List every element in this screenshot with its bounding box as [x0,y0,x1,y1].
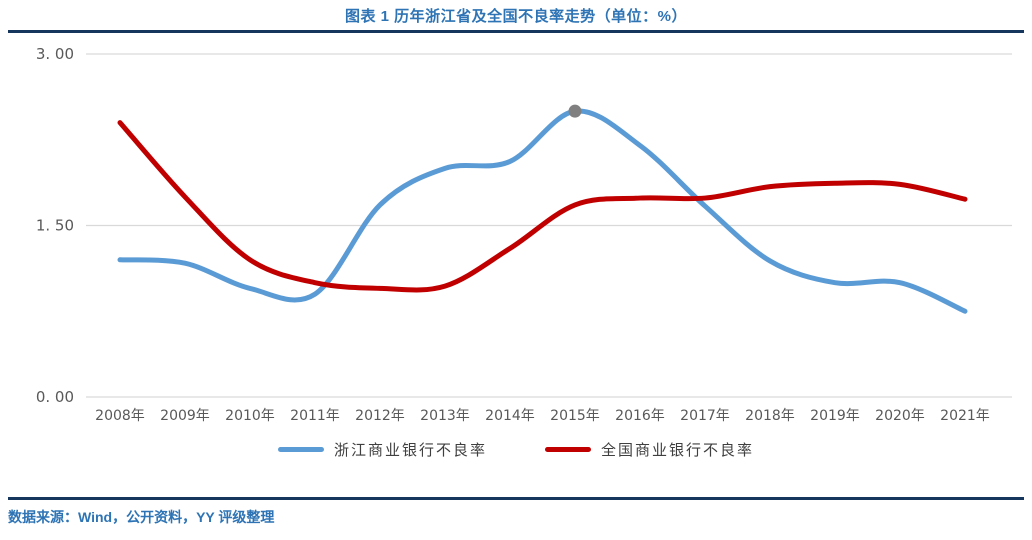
chart-title: 图表 1 历年浙江省及全国不良率走势（单位：%） [344,8,688,25]
x-tick-label: 2010年 [225,408,275,424]
chart-legend: 浙江商业银行不良率 全国商业银行不良率 [0,437,1032,461]
legend-label-national: 全国商业银行不良率 [601,442,755,459]
x-tick-label: 2012年 [355,408,405,424]
legend-item-zhejiang: 浙江商业银行不良率 [277,439,487,460]
x-tick-label: 2009年 [160,408,210,424]
legend-item-national: 全国商业银行不良率 [545,439,754,460]
x-tick-label: 2014年 [485,408,535,424]
line-chart: 3. 00 1. 50 0. 00 2008年 2009年 2010年 2011年 2012年… [36,45,1012,424]
top-divider [8,30,1024,33]
x-tick-label: 2018年 [745,408,795,424]
legend-line-sample-red [545,446,591,452]
source-note: 数据来源：Wind，公开资料，YY 评级整理 [8,509,275,525]
x-tick-label: 2013年 [420,408,470,424]
bottom-divider [8,497,1024,500]
x-tick-label: 2017年 [680,408,730,424]
x-tick-label: 2016年 [615,408,665,424]
x-tick-label: 2015年 [550,408,600,424]
peak-marker-dot [568,104,582,118]
series-line-zhejiang [117,108,968,314]
x-tick-label: 2008年 [95,408,145,424]
series-line-national [117,120,968,293]
legend-label-zhejiang: 浙江商业银行不良率 [333,442,487,459]
x-tick-label: 2019年 [810,408,860,424]
y-tick-label: 1. 50 [36,217,74,235]
x-tick-label: 2020年 [875,408,925,424]
y-tick-label: 0. 00 [36,388,74,406]
x-tick-label: 2021年 [940,408,990,424]
y-tick-label: 3. 00 [36,45,74,63]
legend-line-sample-blue [277,446,324,452]
x-tick-label: 2011年 [290,408,340,424]
